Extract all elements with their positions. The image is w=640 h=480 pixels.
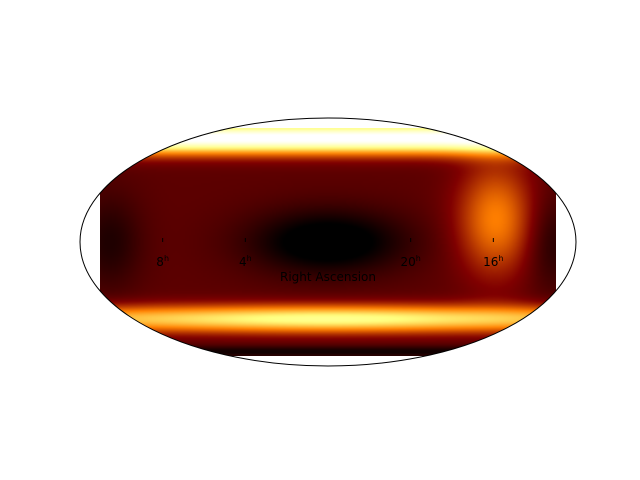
heatmap-layer (100, 128, 556, 356)
x-tick-label: 20h (400, 254, 420, 269)
x-tick-label: 16h (483, 254, 503, 269)
x-axis-label: Right Ascension (280, 270, 376, 284)
x-ticks: 8h 4h 20h 16h (156, 238, 504, 269)
heatmap-image (100, 128, 556, 356)
projection-frame (79, 117, 577, 367)
x-tick-label: 8h (156, 254, 169, 269)
x-tick-label: 4h (239, 254, 252, 269)
